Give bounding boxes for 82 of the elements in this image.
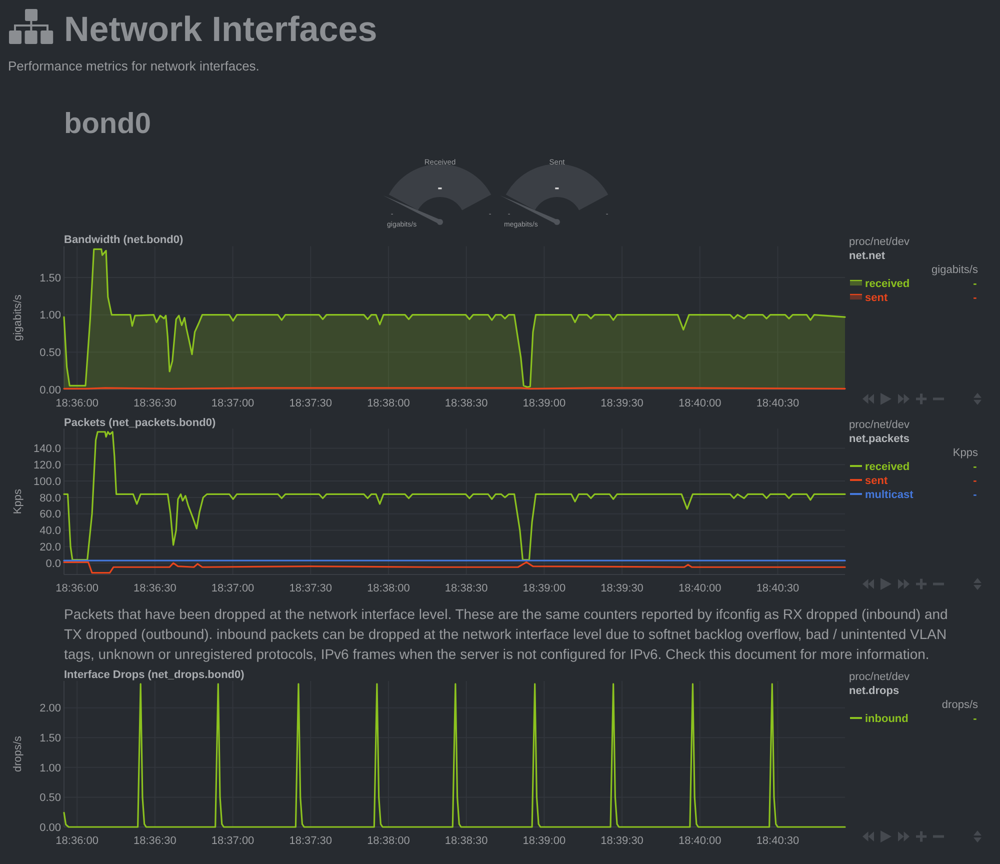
text: net.packets: [849, 432, 910, 445]
y-tick-label: 60.0: [40, 508, 61, 521]
text: Network Interfaces: [64, 10, 378, 49]
y-tick-label: 100.0: [33, 476, 61, 488]
y-tick-label: 0.00: [40, 822, 61, 834]
y-tick-label: 0.0: [46, 558, 61, 570]
x-tick-label: 18:37:00: [211, 582, 254, 594]
line-series: [63, 431, 846, 561]
x-tick-label: 18:38:30: [444, 397, 488, 410]
x-tick-label: 18:38:00: [367, 397, 410, 410]
x-tick-label: 18:39:30: [600, 835, 644, 847]
y-tick-label: 0.50: [40, 346, 61, 359]
x-tick-label: 18:38:00: [367, 835, 410, 847]
x-tick-label: 18:36:00: [56, 582, 98, 594]
chart-title: Bandwidth (net.bond0): [64, 234, 184, 246]
text: net.net: [849, 250, 886, 262]
x-tick-label: 18:39:30: [600, 582, 644, 594]
x-tick-label: 18:37:00: [211, 835, 254, 847]
x-tick-label: 18:39:30: [600, 397, 644, 410]
text: -: [554, 178, 560, 195]
x-tick-label: 18:36:30: [134, 582, 176, 594]
y-tick-label: 1.50: [40, 732, 61, 744]
text: -: [973, 712, 978, 725]
x-tick-label: 18:36:30: [134, 397, 176, 410]
y-tick-label: 140.0: [33, 443, 61, 456]
y-tick-label: 1.00: [40, 310, 61, 322]
y-tick-label: 0.50: [40, 792, 61, 804]
y-tick-label: 20.0: [40, 541, 61, 554]
legend-title: drops/s: [942, 698, 978, 711]
x-tick-label: 18:40:00: [678, 397, 722, 410]
y-tick-label: 1.00: [40, 762, 61, 774]
text: Performance metrics for network interfaces.: [8, 58, 260, 74]
legend-label: multicast: [865, 488, 914, 501]
legend-label: received: [865, 460, 910, 473]
text: -: [973, 474, 978, 487]
legend-title: gigabits/s: [932, 264, 978, 276]
text: -: [438, 178, 443, 195]
x-tick-label: 18:37:00: [211, 397, 254, 410]
text: Packets that have been dropped at the network interface level. These are the same counters reported by ifconfig as RX dropped (inbound) and TX dropped (outbound). inbound packets can be dropped at the network interface level due to softnet backlog overflow, bad / unintented VLAN tags, unknown or unregistered protocols, IPv6 frames when the server is not configured for IPv6. Check this document for more information.: [64, 606, 948, 662]
y-axis-title: Kpps: [12, 488, 24, 514]
x-tick-label: 18:38:30: [444, 835, 488, 847]
x-tick-label: 18:36:00: [56, 835, 98, 847]
text: net.drops: [849, 684, 900, 697]
x-tick-label: 18:40:00: [678, 835, 722, 847]
chart-title: Interface Drops (net_drops.bond0): [64, 669, 245, 681]
x-tick-label: 18:40:30: [756, 582, 800, 594]
x-tick-label: 18:36:30: [134, 835, 176, 847]
x-tick-label: 18:37:30: [289, 397, 332, 410]
x-tick-label: 18:38:30: [444, 582, 488, 594]
text: -: [973, 488, 978, 501]
y-tick-label: 1.50: [40, 272, 61, 284]
x-tick-label: 18:39:00: [522, 835, 566, 847]
x-tick-label: 18:40:00: [678, 582, 722, 594]
x-tick-label: 18:37:30: [289, 835, 332, 847]
legend-label: sent: [865, 474, 888, 487]
legend-label: inbound: [865, 712, 908, 725]
x-tick-label: 18:39:00: [522, 582, 566, 594]
y-tick-label: 120.0: [33, 460, 61, 472]
legend-title: Kpps: [952, 446, 978, 459]
y-tick-label: 0.00: [40, 384, 61, 396]
chart-title: Packets (net_packets.bond0): [64, 417, 216, 429]
y-tick-label: 40.0: [40, 525, 61, 538]
text: proc/net/dev: [849, 418, 910, 431]
y-tick-label: 80.0: [40, 492, 61, 504]
text: proc/net/dev: [849, 236, 910, 248]
y-axis-title: gigabits/s: [12, 294, 24, 342]
text: -: [973, 460, 978, 473]
x-tick-label: 18:39:00: [522, 397, 566, 410]
text: -: [973, 278, 978, 290]
legend-label: sent: [865, 292, 888, 304]
line-series: [63, 683, 846, 828]
text: -: [973, 292, 978, 304]
y-axis-title: drops/s: [12, 735, 24, 772]
x-tick-label: 18:40:30: [756, 397, 800, 410]
text: bond0: [64, 108, 151, 140]
x-tick-label: 18:36:00: [56, 397, 98, 410]
x-tick-label: 18:38:00: [367, 582, 410, 594]
text: proc/net/dev: [849, 670, 910, 683]
x-tick-label: 18:37:30: [289, 582, 332, 594]
x-tick-label: 18:40:30: [756, 835, 800, 847]
y-tick-label: 2.00: [40, 702, 61, 715]
legend-label: received: [865, 278, 910, 290]
